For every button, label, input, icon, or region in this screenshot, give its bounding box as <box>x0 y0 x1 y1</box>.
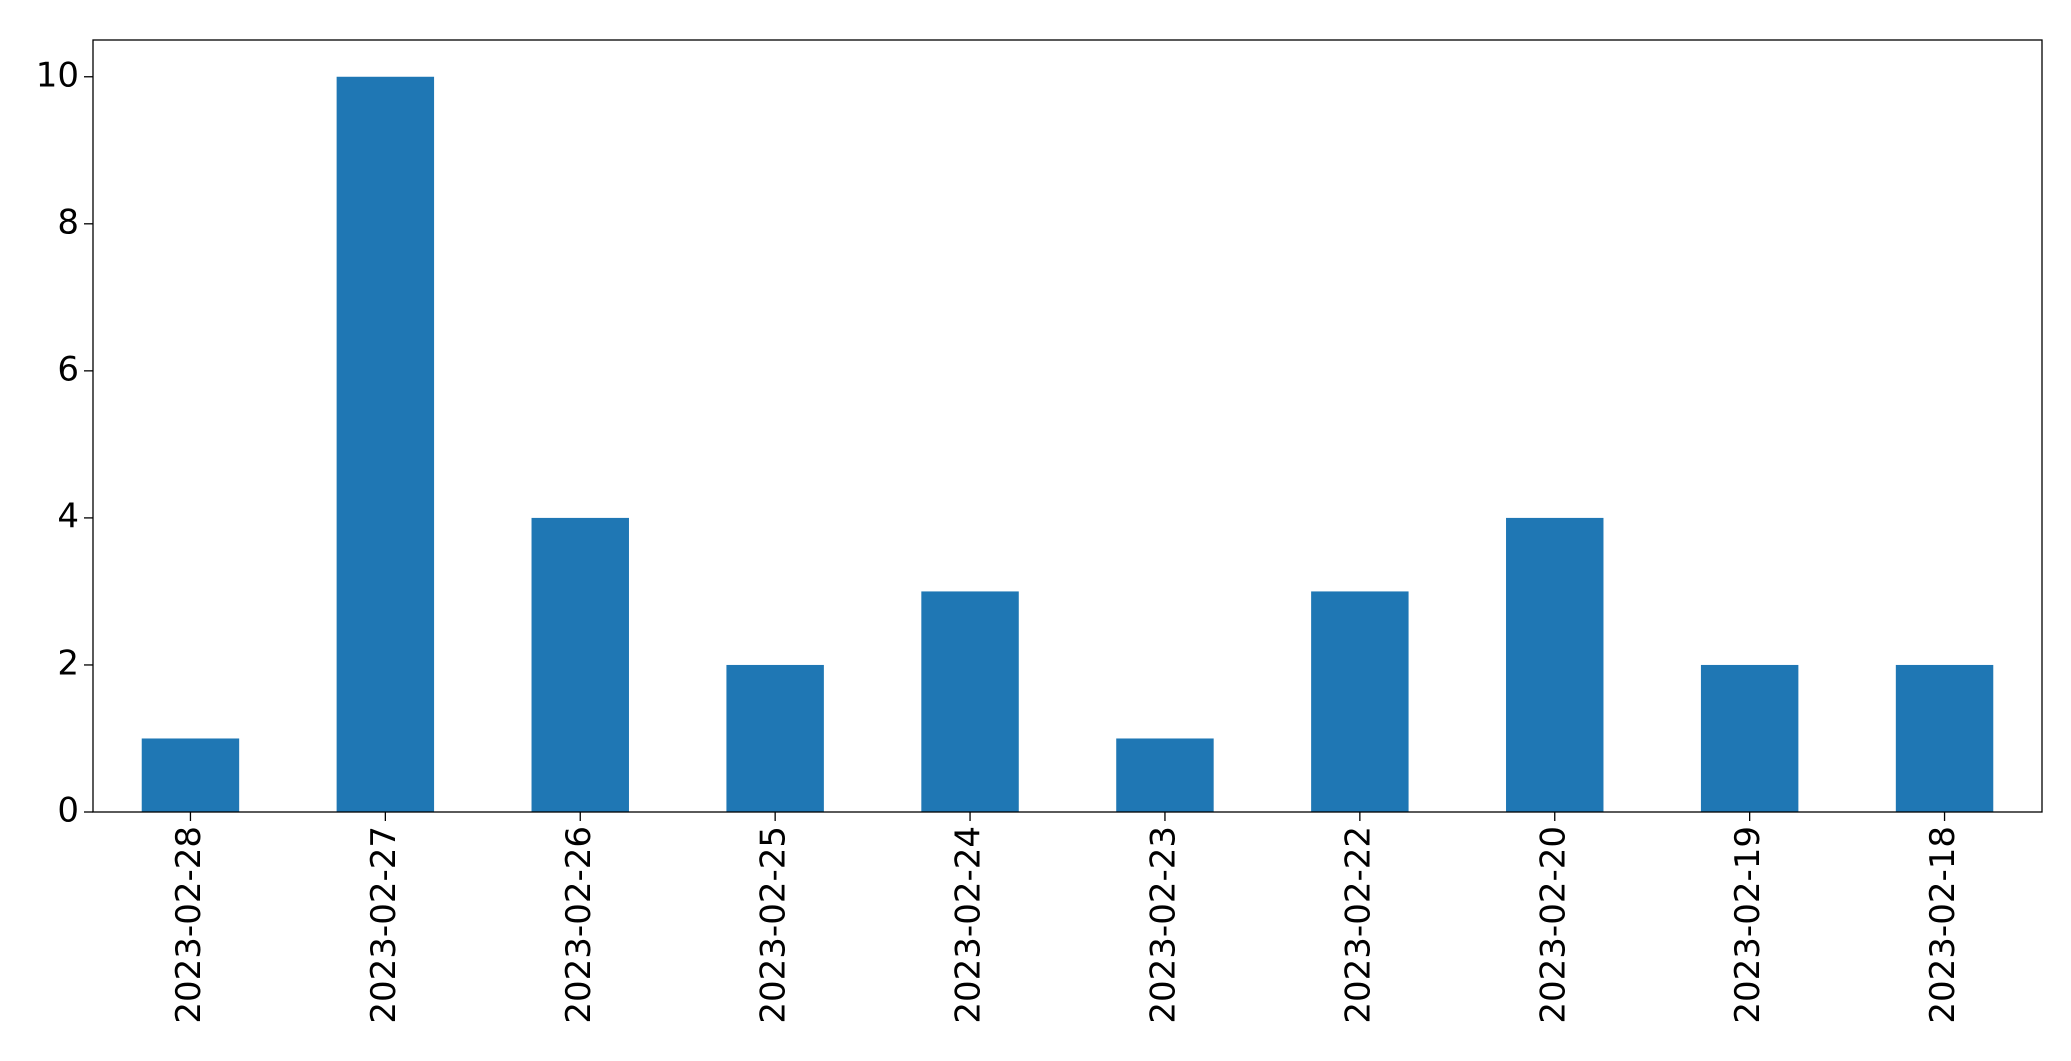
x-tick-label: 2023-02-24 <box>949 826 989 1024</box>
y-tick-label: 4 <box>57 496 79 536</box>
bar <box>1506 517 1604 812</box>
x-tick-label: 2023-02-26 <box>559 826 599 1024</box>
x-tick-label: 2023-02-22 <box>1338 826 1378 1024</box>
bar <box>1311 591 1409 812</box>
bar <box>336 76 435 812</box>
x-tick-label: 2023-02-20 <box>1533 826 1573 1024</box>
plot-frame <box>92 39 2043 813</box>
bar <box>921 591 1019 812</box>
y-tick-label: 6 <box>57 349 79 389</box>
bar <box>141 738 240 812</box>
x-tick-label: 2023-02-27 <box>364 826 404 1024</box>
bar <box>1700 664 1799 812</box>
bar <box>726 664 824 812</box>
y-tick-label: 10 <box>36 55 79 95</box>
bar <box>1116 738 1214 812</box>
y-tick-label: 2 <box>57 643 79 683</box>
bar <box>1895 664 1994 812</box>
x-tick-label: 2023-02-23 <box>1143 826 1183 1024</box>
x-tick-label: 2023-02-19 <box>1728 826 1768 1024</box>
x-tick-label: 2023-02-18 <box>1923 826 1963 1024</box>
y-tick-label: 0 <box>57 791 79 831</box>
y-tick-label: 8 <box>57 202 79 242</box>
bar <box>531 517 629 812</box>
x-tick-label: 2023-02-25 <box>754 826 794 1024</box>
x-tick-label: 2023-02-28 <box>169 826 209 1024</box>
